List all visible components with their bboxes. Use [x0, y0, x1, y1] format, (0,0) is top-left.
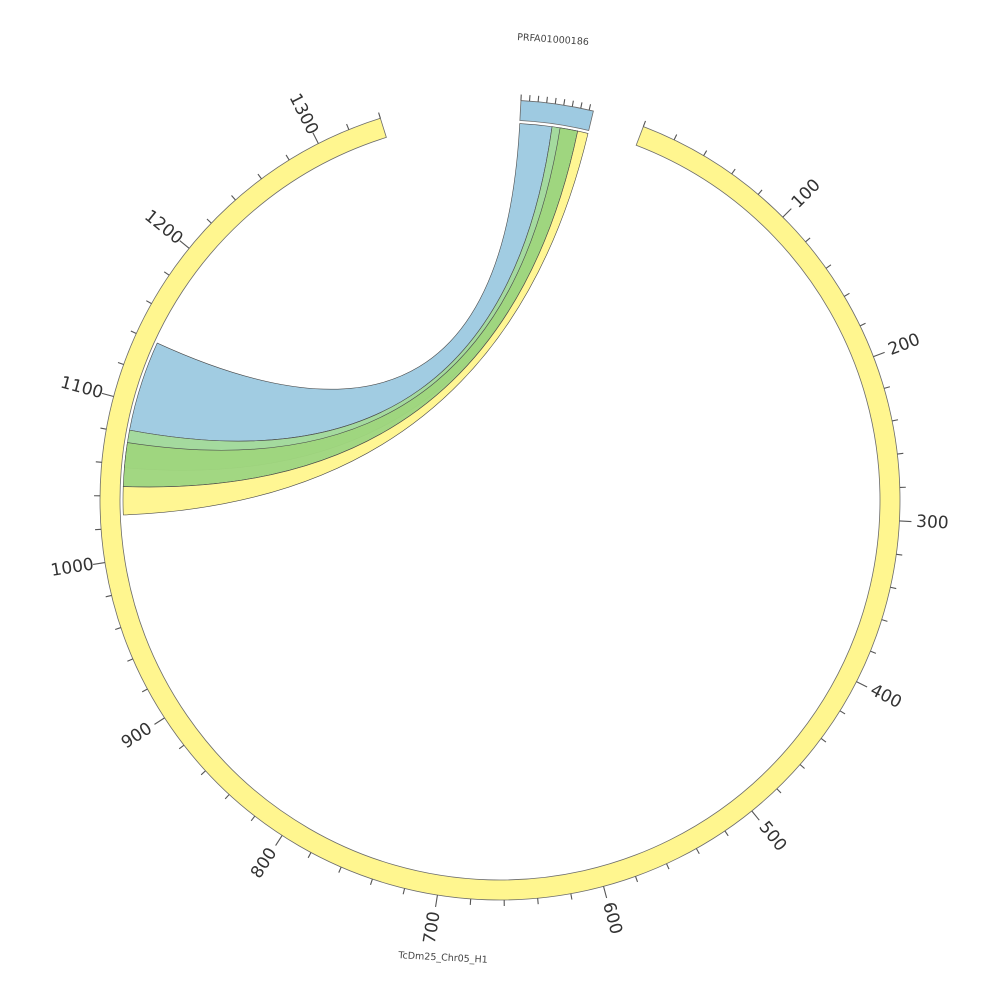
- tick-minor: [839, 710, 846, 715]
- tick-minor: [881, 619, 888, 622]
- links-layer: [122, 123, 589, 516]
- tick-major: [101, 392, 114, 398]
- tick-minor: [799, 764, 805, 769]
- tick-minor: [402, 888, 406, 895]
- tick-major: [751, 810, 760, 821]
- tick-label-1300: 1300: [285, 90, 322, 138]
- tick-minor: [570, 893, 573, 900]
- tick-minor: [897, 452, 904, 455]
- tick-minor: [724, 830, 729, 837]
- tick-minor: [117, 361, 124, 366]
- tick-minor: [546, 96, 548, 103]
- tick-minor: [224, 794, 230, 800]
- tick-major: [856, 681, 868, 688]
- ticks-layer: [92, 94, 912, 908]
- tick-minor: [537, 898, 539, 905]
- tick-major: [154, 717, 165, 725]
- tick-minor: [757, 189, 763, 195]
- tick-minor: [163, 271, 170, 276]
- tick-minor: [537, 95, 540, 102]
- tick-minor: [178, 744, 185, 750]
- tick-major: [873, 351, 885, 358]
- tick-label-200: 200: [886, 330, 923, 360]
- tick-minor: [563, 99, 566, 106]
- tick-minor: [200, 770, 206, 776]
- tick-minor: [820, 738, 827, 743]
- tick-label-1200: 1200: [140, 206, 186, 249]
- tick-minor: [307, 852, 312, 859]
- tick-minor: [130, 330, 137, 334]
- tick-minor: [666, 863, 670, 870]
- tick-minor: [285, 154, 290, 161]
- tick-minor: [250, 815, 256, 822]
- tick-major: [602, 886, 608, 899]
- link-blue: [129, 123, 553, 442]
- tick-minor: [141, 688, 148, 693]
- tick-major: [435, 894, 438, 908]
- tick-minor: [642, 120, 647, 127]
- tick-minor: [105, 594, 112, 598]
- segments-layer: [99, 100, 901, 901]
- tick-major: [179, 240, 190, 249]
- tick-minor: [115, 627, 122, 631]
- tick-minor: [805, 237, 811, 243]
- tick-minor: [695, 848, 700, 854]
- chromosome-name-tcdm25-chr05-h1: TcDm25_Chr05_H1: [397, 950, 488, 966]
- tick-minor: [703, 150, 708, 156]
- tick-minor: [634, 876, 639, 883]
- tick-minor: [338, 866, 342, 873]
- tick-minor: [890, 586, 897, 590]
- link-yellow: [122, 130, 589, 516]
- tick-minor: [844, 292, 850, 297]
- tick-minor: [127, 658, 134, 662]
- tick-label-1100: 1100: [58, 373, 105, 404]
- tick-minor: [588, 104, 592, 111]
- tick-label-300: 300: [916, 512, 949, 534]
- tick-minor: [95, 461, 102, 463]
- tick-label-100: 100: [788, 175, 825, 212]
- tick-label-500: 500: [755, 818, 791, 856]
- tick-minor: [776, 788, 782, 794]
- tick-minor: [257, 173, 262, 180]
- tick-minor: [731, 168, 736, 175]
- tick-minor: [146, 300, 152, 305]
- tick-minor: [378, 112, 381, 119]
- tick-minor: [346, 123, 350, 130]
- tick-label-900: 900: [118, 719, 156, 753]
- chromosome-name-prfa01000186: PRFA01000186: [517, 32, 589, 48]
- tick-minor: [891, 419, 899, 422]
- tick-major: [275, 835, 283, 846]
- tick-label-1000: 1000: [49, 554, 95, 581]
- tick-minor: [896, 553, 903, 556]
- tick-major: [899, 520, 912, 523]
- tick-major: [782, 208, 792, 218]
- tick-major: [92, 562, 106, 565]
- tick-label-700: 700: [420, 910, 445, 945]
- ideogram-prfa01000186: [519, 100, 594, 131]
- tick-minor: [206, 218, 212, 224]
- tick-label-400: 400: [867, 680, 905, 713]
- tick-minor: [231, 195, 236, 201]
- tick-label-600: 600: [598, 900, 626, 937]
- tick-minor: [100, 427, 107, 430]
- tick-minor: [883, 386, 891, 389]
- tick-minor: [870, 650, 877, 654]
- tick-minor: [369, 878, 373, 885]
- tick-minor: [571, 100, 574, 107]
- tick-minor: [554, 97, 557, 104]
- tick-minor: [673, 134, 678, 141]
- tick-label-800: 800: [247, 844, 281, 882]
- tick-major: [312, 132, 319, 144]
- tick-minor: [859, 322, 866, 327]
- tick-minor: [580, 102, 583, 109]
- tick-minor: [825, 264, 832, 269]
- ideogram-tcdm25-chr05-h1: [99, 117, 901, 901]
